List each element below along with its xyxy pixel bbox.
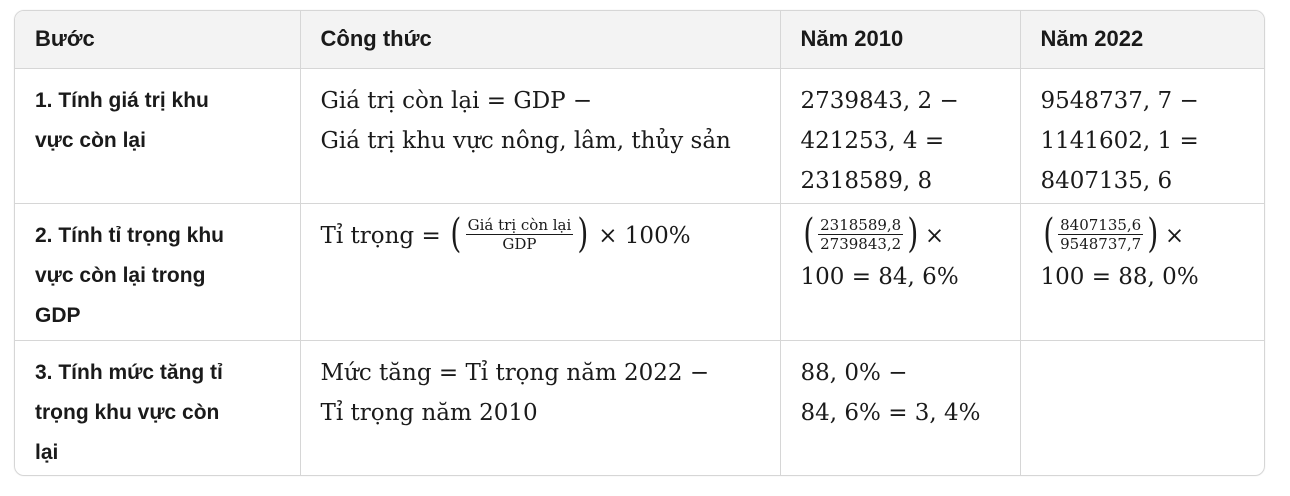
fraction-numerator: 8407135,6 [1058, 216, 1144, 235]
formula-text: Mức tăng = Tỉ trọng năm 2022 − [320, 359, 710, 386]
value-2022-cell [1020, 340, 1264, 475]
step-text: vực còn lại trong [35, 263, 206, 287]
step-cell: 1. Tính giá trị khu vực còn lại [15, 68, 301, 204]
value-text: 100 = 84, 6% [800, 263, 959, 290]
formula-cell: Tỉ trọng = (Giá trị còn lại GDP) × 100% [300, 203, 781, 341]
table-row: 2. Tính tỉ trọng khu vực còn lại trong G… [15, 203, 1264, 341]
formula-cell: Giá trị còn lại = GDP − Giá trị khu vực … [300, 68, 781, 204]
table-row: 1. Tính giá trị khu vực còn lại Giá trị … [15, 68, 1264, 204]
formula-cell: Mức tăng = Tỉ trọng năm 2022 − Tỉ trọng … [300, 340, 781, 475]
formula-text: Tỉ trọng năm 2010 [320, 399, 538, 426]
step-text: vực còn lại [35, 128, 146, 152]
value-text: 8407135, 6 [1040, 167, 1173, 194]
step-text: 2. Tính tỉ trọng khu [35, 223, 224, 247]
table-row: 3. Tính mức tăng tỉ trọng khu vực còn lạ… [15, 340, 1264, 475]
formula-prefix: Tỉ trọng = [320, 222, 449, 249]
value-text: 1141602, 1 = [1040, 127, 1199, 154]
left-paren: ( [802, 210, 814, 257]
share-calc: (2318589,8 2739843,2) × [801, 210, 1000, 257]
fraction: Giá trị còn lại GDP [465, 216, 574, 253]
left-paren: ( [450, 210, 462, 257]
header-formula: Công thức [300, 11, 781, 69]
fraction-numerator: 2318589,8 [818, 216, 904, 235]
step-cell: 2. Tính tỉ trọng khu vực còn lại trong G… [15, 203, 301, 341]
formula-table: Bước Công thức Năm 2010 Năm 2022 1. Tính… [15, 11, 1264, 475]
value-text: 84, 6% = 3, 4% [800, 399, 981, 426]
left-paren: ( [1042, 210, 1054, 257]
formula-text: Giá trị khu vực nông, lâm, thủy sản [320, 127, 731, 154]
right-paren: ) [907, 210, 919, 257]
fraction-denominator: 9548737,7 [1060, 235, 1142, 253]
formula-text: Giá trị còn lại = GDP − [320, 87, 593, 114]
formula-table-container: Bước Công thức Năm 2010 Năm 2022 1. Tính… [14, 10, 1265, 476]
table-header-row: Bước Công thức Năm 2010 Năm 2022 [15, 11, 1264, 69]
value-2010-cell: (2318589,8 2739843,2) × 100 = 84, 6% [780, 203, 1021, 341]
times-sign: × [924, 222, 945, 249]
value-2022-cell: 9548737, 7 − 1141602, 1 = 8407135, 6 [1020, 68, 1264, 204]
fraction: 2318589,8 2739843,2 [818, 216, 904, 253]
times-sign: × [1164, 222, 1185, 249]
value-2022-cell: (8407135,6 9548737,7) × 100 = 88, 0% [1020, 203, 1264, 341]
value-text: 88, 0% − [800, 359, 908, 386]
share-calc: (8407135,6 9548737,7) × [1041, 210, 1245, 257]
step-text: trọng khu vực còn [35, 400, 220, 424]
value-2010-cell: 2739843, 2 − 421253, 4 = 2318589, 8 [780, 68, 1021, 204]
step-cell: 3. Tính mức tăng tỉ trọng khu vực còn lạ… [15, 340, 301, 475]
step-text: 1. Tính giá trị khu [35, 88, 209, 112]
right-paren: ) [577, 210, 589, 257]
header-step: Bước [15, 11, 301, 69]
share-formula: Tỉ trọng = (Giá trị còn lại GDP) × 100% [320, 210, 760, 257]
step-text: lại [35, 440, 59, 464]
step-text: 3. Tính mức tăng tỉ [35, 360, 223, 384]
value-2010-cell: 88, 0% − 84, 6% = 3, 4% [780, 340, 1021, 475]
right-paren: ) [1147, 210, 1159, 257]
step-text: GDP [35, 303, 81, 327]
fraction-denominator: 2739843,2 [820, 235, 902, 253]
value-text: 9548737, 7 − [1040, 87, 1199, 114]
fraction-denominator: GDP [502, 235, 537, 253]
header-year-2010: Năm 2010 [780, 11, 1021, 69]
value-text: 100 = 88, 0% [1040, 263, 1199, 290]
value-text: 421253, 4 = [800, 127, 945, 154]
value-text: 2318589, 8 [800, 167, 933, 194]
header-year-2022: Năm 2022 [1020, 11, 1264, 69]
fraction-numerator: Giá trị còn lại [465, 216, 574, 235]
fraction: 8407135,6 9548737,7 [1058, 216, 1144, 253]
value-text: 2739843, 2 − [800, 87, 959, 114]
formula-suffix: × 100% [590, 222, 691, 249]
